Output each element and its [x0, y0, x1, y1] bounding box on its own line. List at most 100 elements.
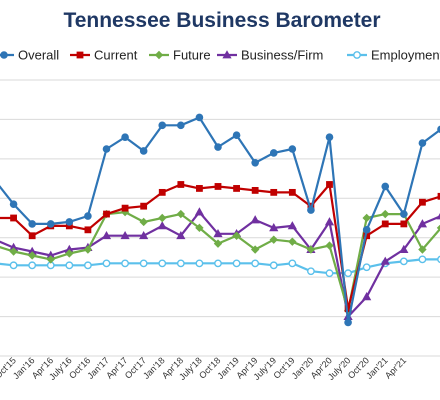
data-point [250, 215, 260, 224]
legend-label: Overall [18, 48, 59, 63]
data-point [399, 257, 408, 266]
data-point [158, 188, 166, 196]
data-point [362, 213, 371, 223]
data-point [28, 261, 37, 270]
data-point [46, 220, 55, 228]
data-point [213, 228, 223, 238]
legend-label: Employment [371, 48, 440, 63]
data-point [324, 217, 335, 226]
data-point [325, 241, 334, 250]
data-point [176, 259, 185, 268]
data-point [65, 222, 73, 230]
data-point [232, 259, 241, 268]
data-point [437, 255, 440, 264]
data-point [213, 239, 223, 248]
data-point [232, 131, 241, 139]
gridlines [0, 79, 440, 357]
legend-label: Current [94, 48, 138, 63]
data-point [269, 235, 278, 244]
x-tick-labels: Oct'15Jan'16Apr'16July'16Oct'16Jan'17Apr… [0, 355, 408, 382]
data-point [419, 198, 426, 206]
data-point [65, 218, 74, 226]
data-point [381, 220, 389, 228]
data-point [436, 224, 440, 232]
data-point [158, 259, 167, 268]
series-current [0, 181, 440, 313]
chart-title: Tennessee Business Barometer [63, 9, 380, 32]
series-employment [0, 255, 440, 278]
data-point [83, 245, 93, 254]
data-point [194, 207, 205, 216]
data-point [101, 230, 112, 240]
data-point [8, 242, 19, 251]
data-point [288, 145, 297, 153]
data-point [251, 159, 259, 167]
legend-item: Business/Firm [217, 48, 323, 63]
data-point [233, 185, 240, 192]
legend-item: Current [70, 48, 138, 63]
data-point [177, 121, 185, 130]
data-point [176, 230, 186, 240]
data-point [28, 232, 36, 240]
data-point [232, 231, 241, 240]
data-point [380, 256, 390, 265]
data-point [400, 220, 408, 228]
data-point [250, 245, 260, 254]
data-point [195, 223, 204, 233]
data-point [140, 202, 148, 210]
data-point [418, 255, 427, 264]
data-point [437, 192, 440, 200]
data-point [27, 246, 37, 255]
data-point [270, 188, 278, 196]
legend-item: Future [149, 48, 211, 63]
data-point [287, 221, 297, 230]
data-point [121, 204, 129, 212]
data-point [344, 305, 352, 313]
data-point [102, 145, 111, 153]
series-layer [0, 113, 440, 327]
data-point [46, 255, 55, 264]
data-point [121, 133, 129, 141]
data-point [158, 121, 167, 130]
data-point [46, 250, 56, 259]
data-point [436, 213, 440, 220]
data-point [400, 210, 408, 218]
data-point [196, 185, 203, 192]
legend-item: Overall [0, 48, 59, 63]
data-point [9, 200, 18, 208]
data-point [10, 214, 17, 222]
data-point [399, 244, 409, 253]
data-point [325, 269, 334, 278]
data-point [288, 237, 297, 246]
data-point [269, 149, 278, 157]
legend-marker [76, 51, 84, 59]
data-point [121, 259, 129, 268]
data-point [214, 143, 222, 151]
data-point [84, 226, 92, 234]
data-point [9, 247, 18, 256]
legend-label: Business/Firm [241, 48, 323, 63]
data-point [269, 223, 279, 232]
data-point [177, 181, 185, 188]
data-point [84, 212, 92, 220]
data-point [139, 217, 148, 227]
data-point [120, 230, 130, 240]
data-point [362, 226, 371, 234]
legend: Overall Current Future Business/Firm Employm… [0, 48, 440, 63]
data-point [251, 259, 260, 268]
data-point [288, 259, 297, 268]
data-point [362, 263, 371, 272]
data-point [102, 259, 111, 268]
data-point [251, 187, 259, 194]
data-point [381, 209, 390, 219]
data-point [195, 259, 204, 268]
data-point [363, 232, 371, 240]
series-overall [0, 113, 440, 327]
data-point [64, 244, 74, 253]
data-point [139, 259, 148, 268]
data-point [325, 133, 334, 141]
data-point [288, 188, 296, 196]
data-point [418, 245, 427, 254]
data-point [9, 261, 18, 270]
